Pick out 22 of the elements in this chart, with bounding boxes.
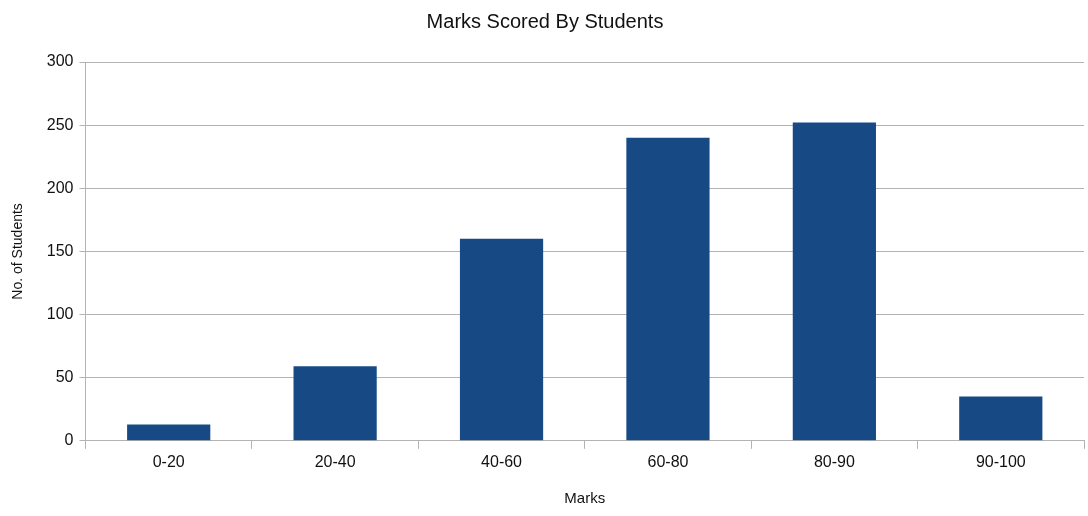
y-tick-label: 200 (46, 178, 74, 196)
x-axis-title: Marks (564, 489, 606, 507)
bar (459, 238, 544, 441)
y-tick-label: 0 (64, 431, 74, 449)
y-tick-label: 150 (46, 241, 74, 259)
x-tick-label: 60-80 (647, 452, 689, 470)
x-tick-label: 0-20 (152, 452, 185, 470)
bar (626, 137, 710, 441)
x-tick-label: 20-40 (314, 452, 356, 470)
x-tick-label: 40-60 (481, 452, 523, 470)
bar (959, 396, 1043, 441)
y-tick-label: 250 (46, 115, 74, 133)
x-tick-label: 90-100 (975, 452, 1026, 470)
y-tick-label: 50 (55, 368, 74, 386)
bar (293, 366, 377, 441)
x-tick-label: 80-90 (813, 452, 855, 470)
bar (127, 424, 211, 441)
chart-title: Marks Scored By Students (426, 9, 664, 32)
bar (792, 122, 876, 441)
y-tick-label: 100 (46, 304, 74, 322)
y-axis-title: No. of Students (9, 203, 26, 300)
y-tick-label: 300 (46, 52, 74, 70)
